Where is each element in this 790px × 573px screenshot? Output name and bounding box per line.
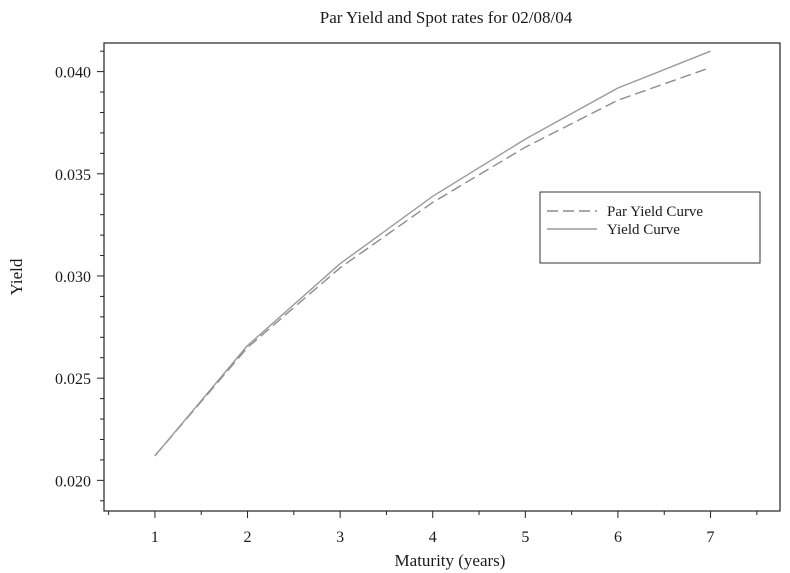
y-tick-label: 0.020 (55, 473, 91, 490)
y-tick-label: 0.030 (55, 269, 91, 286)
legend-box (539, 191, 761, 264)
chart-title: Par Yield and Spot rates for 02/08/04 (320, 8, 573, 27)
legend-label-par-yield: Par Yield Curve (607, 204, 703, 220)
par-yield-curve-line (154, 66, 711, 457)
y-tick-label: 0.025 (55, 371, 91, 388)
x-tick-label: 6 (614, 529, 622, 546)
y-axis: 0.020 0.025 0.030 0.035 0.040 (55, 50, 104, 502)
x-tick-label: 3 (336, 529, 344, 546)
x-tick-label: 1 (151, 529, 159, 546)
yield-curve-line (154, 50, 711, 457)
y-tick-label: 0.040 (55, 65, 91, 82)
x-axis: 1 2 3 4 5 6 7 (108, 511, 758, 546)
legend-label-yield-curve: Yield Curve (607, 222, 680, 238)
plot-frame (103, 42, 781, 512)
x-tick-label: 7 (707, 529, 715, 546)
x-tick-label: 4 (429, 529, 437, 546)
legend: Par Yield Curve Yield Curve (539, 191, 761, 264)
series-layer (154, 50, 711, 457)
x-tick-label: 2 (244, 529, 252, 546)
y-axis-label: Yield (7, 258, 26, 295)
x-axis-label: Maturity (years) (395, 551, 506, 570)
y-tick-label: 0.035 (55, 167, 91, 184)
x-tick-label: 5 (521, 529, 529, 546)
